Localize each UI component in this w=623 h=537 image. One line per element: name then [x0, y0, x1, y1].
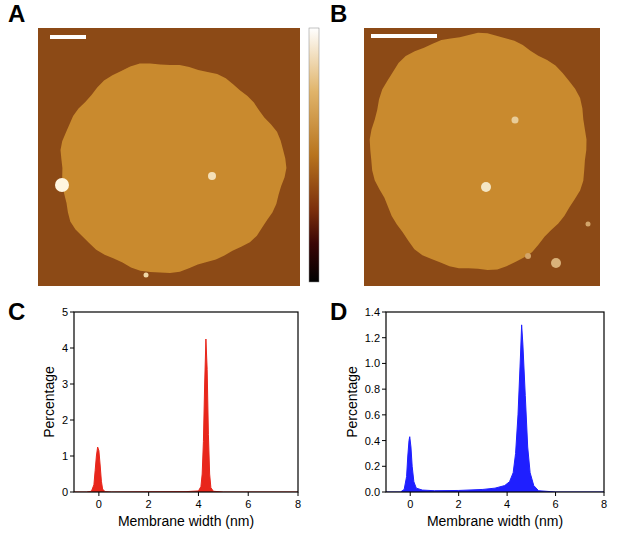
area-line [386, 325, 604, 492]
x-tick-label: 8 [601, 498, 607, 510]
scale-bar [50, 35, 86, 39]
plot-frame [386, 312, 604, 492]
x-axis-title: Membrane width (nm) [427, 513, 563, 529]
x-tick-label: 0 [96, 498, 102, 510]
image-ground [38, 28, 300, 286]
x-tick [458, 492, 459, 496]
panel-letter: D [330, 298, 347, 325]
y-tick-label: 5 [62, 306, 68, 318]
data-group [386, 325, 604, 492]
data-group [74, 339, 298, 492]
y-tick [382, 414, 386, 415]
x-tick [148, 492, 149, 496]
plot: 0 2 4 6 8 0 1 2 3 4 5 Membrane width (nm) Percentage [41, 306, 301, 529]
x-axis-title: Membrane width (nm) [118, 513, 254, 529]
y-tick-label: 1.4 [365, 306, 380, 318]
x-tick [604, 492, 605, 496]
y-tick-label: 0.6 [365, 409, 380, 421]
x-tick-label: 6 [552, 498, 558, 510]
y-tick [382, 312, 386, 313]
x-tick-label: 2 [456, 498, 462, 510]
x-tick [555, 492, 556, 496]
area-line [74, 339, 298, 492]
y-tick [70, 312, 74, 313]
y-tick [382, 492, 386, 493]
afm-image [38, 28, 319, 286]
figure: A B 0 2 4 6 8 0 1 2 3 4 5 Membrane width (nm) Percenta… [0, 0, 623, 537]
plot: 0 2 4 6 8 0.0 0.2 0.4 0.6 0.8 1.0 1.2 1.4 Membrane wi… [344, 306, 607, 529]
y-tick [70, 456, 74, 457]
y-axis-title: Percentage [41, 366, 57, 438]
y-tick-label: 0.8 [365, 383, 380, 395]
color-bar [309, 28, 319, 282]
x-tick-label: 6 [245, 498, 251, 510]
scale-bar [371, 34, 437, 38]
x-tick [507, 492, 508, 496]
x-tick [98, 492, 99, 496]
y-tick [382, 363, 386, 364]
particle [144, 273, 149, 278]
particle [55, 178, 69, 192]
y-axis-title: Percentage [344, 366, 360, 438]
area-fill [386, 325, 604, 492]
y-tick-label: 0.2 [365, 460, 380, 472]
particle [551, 258, 561, 268]
y-tick [70, 348, 74, 349]
panel-letter: C [8, 298, 25, 325]
panel-letter: A [8, 0, 25, 27]
panel-letter: B [330, 0, 347, 27]
y-tick-label: 0.4 [365, 435, 380, 447]
y-tick-label: 0 [62, 486, 68, 498]
area-fill [74, 339, 298, 492]
x-tick-label: 4 [504, 498, 510, 510]
plot-frame [74, 312, 298, 492]
y-tick [382, 389, 386, 390]
y-tick [382, 440, 386, 441]
x-tick [248, 492, 249, 496]
x-tick-label: 4 [195, 498, 201, 510]
y-tick [70, 420, 74, 421]
particle [525, 253, 531, 259]
particle [512, 117, 519, 124]
y-tick-label: 1.2 [365, 332, 380, 344]
membrane [61, 63, 287, 273]
y-tick-label: 2 [62, 414, 68, 426]
particle [586, 222, 591, 227]
afm-image [364, 28, 600, 286]
y-tick [382, 337, 386, 338]
y-tick-label: 4 [62, 342, 68, 354]
x-tick-label: 0 [407, 498, 413, 510]
y-tick-label: 1.0 [365, 357, 380, 369]
y-tick [382, 466, 386, 467]
y-tick [70, 384, 74, 385]
y-tick-label: 0.0 [365, 486, 380, 498]
x-tick [298, 492, 299, 496]
particle [481, 182, 491, 192]
x-tick [410, 492, 411, 496]
membrane [370, 33, 587, 270]
y-tick-label: 3 [62, 378, 68, 390]
particle [208, 172, 216, 180]
x-tick-label: 8 [295, 498, 301, 510]
image-ground [364, 28, 600, 286]
x-tick-label: 2 [146, 498, 152, 510]
y-tick-label: 1 [62, 450, 68, 462]
y-tick [70, 492, 74, 493]
x-tick [198, 492, 199, 496]
